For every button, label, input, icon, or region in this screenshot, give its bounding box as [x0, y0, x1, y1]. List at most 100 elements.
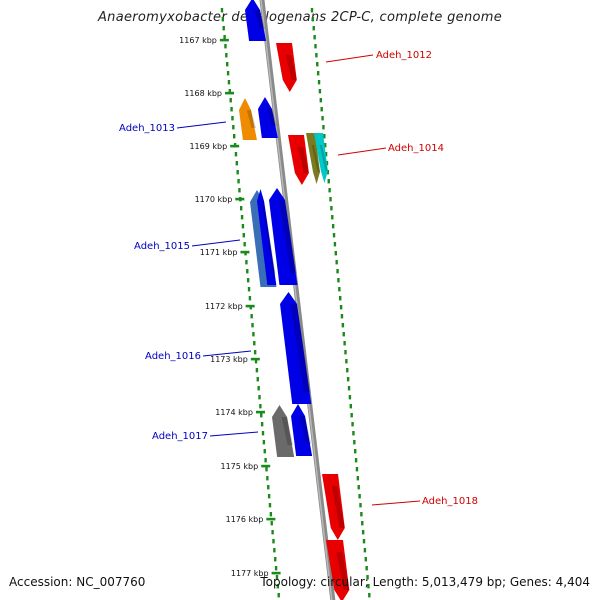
guide-dot-inner: [236, 170, 239, 175]
guide-dot-outer: [349, 404, 352, 409]
guide-dot-inner: [266, 476, 269, 481]
gene-label[interactable]: Adeh_1017: [152, 431, 208, 442]
scale-tick-label: 1177 kbp: [231, 569, 269, 578]
gene-feature[interactable]: [257, 189, 277, 285]
gene-feature[interactable]: [326, 540, 350, 600]
gene-feature[interactable]: [291, 404, 313, 456]
gene-feature[interactable]: [314, 133, 328, 183]
guide-dot-outer: [342, 332, 345, 337]
guide-dot-outer: [352, 431, 355, 436]
guide-dot-outer: [312, 26, 315, 31]
scale-tick: [245, 304, 255, 308]
guide-dot-outer: [330, 206, 333, 211]
guide-dot-inner: [224, 44, 227, 49]
scale-tick-label: 1167 kbp: [179, 36, 217, 45]
guide-dot-inner: [257, 386, 260, 391]
guide-dot-outer: [362, 539, 366, 544]
guide-dot-outer: [321, 116, 324, 121]
gene-feature[interactable]: [258, 97, 278, 138]
gene-feature[interactable]: [276, 43, 297, 92]
gene-label[interactable]: Adeh_1016: [145, 351, 201, 362]
guide-dot-outer: [353, 440, 356, 445]
gene-label[interactable]: Adeh_1013: [119, 123, 175, 134]
scale-tick: [240, 250, 250, 254]
gene-feature[interactable]: [269, 188, 298, 285]
guide-dot-outer: [331, 224, 335, 229]
guide-dot-inner: [267, 494, 271, 499]
guide-dot-inner: [253, 341, 256, 346]
guide-dot-outer: [323, 134, 326, 139]
guide-dot-outer: [344, 350, 347, 355]
guide-dot-outer: [361, 530, 365, 535]
guide-dot-inner: [246, 278, 250, 283]
guide-dot-inner: [268, 503, 272, 508]
scale-tick-label: 1168 kbp: [184, 89, 222, 98]
guide-dot-outer: [332, 233, 336, 238]
gene-label-leader: [191, 239, 241, 247]
guide-dot-inner: [254, 359, 258, 364]
backbone-highlight: [260, 0, 333, 600]
scale-tick-label: 1173 kbp: [210, 355, 248, 364]
guide-dot-inner: [246, 269, 249, 274]
guide-dot-outer: [327, 179, 330, 184]
map-title: Anaeromyxobacter dehalogenans 2CP-C, com…: [97, 10, 503, 25]
gene-label-leader: [209, 431, 259, 437]
gene-label[interactable]: Adeh_1012: [376, 50, 432, 61]
gene-feature[interactable]: [322, 474, 345, 540]
guide-dot-inner: [221, 17, 225, 22]
gene-label[interactable]: Adeh_1014: [388, 143, 444, 154]
gene-feature[interactable]: [272, 405, 295, 457]
scale-ticks: 1167 kbp 1168 kbp 1169 kbp 1170 kbp 1171 kbp…: [179, 36, 281, 578]
guide-dot-outer: [338, 287, 341, 292]
guide-dot-outer: [337, 278, 340, 283]
guide-dot-outer: [340, 314, 344, 319]
guide-dot-outer: [320, 107, 323, 112]
guide-dot-inner: [259, 404, 262, 409]
guide-dot-outer: [324, 152, 328, 157]
guide-dot-inner: [265, 467, 268, 472]
guide-dot-inner: [248, 296, 252, 301]
guide-dot-outer: [329, 197, 332, 202]
guide-dot-inner: [271, 530, 274, 535]
guide-dot-outer: [351, 422, 354, 427]
guide-dot-inner: [242, 233, 246, 238]
gene-feature[interactable]: [239, 98, 257, 140]
gene-feature[interactable]: [280, 292, 312, 404]
guide-dot-inner: [234, 152, 238, 157]
guide-dot-inner: [267, 485, 270, 490]
guide-dot-inner: [273, 548, 276, 553]
guide-dot-outer: [346, 377, 350, 382]
guide-dot-outer: [311, 17, 315, 22]
gene-track: [239, 0, 350, 600]
guide-dot-outer: [322, 125, 325, 130]
scale-tick: [225, 91, 235, 95]
scale-tick: [250, 357, 260, 361]
guide-dot-inner: [243, 242, 246, 247]
scale-tick: [271, 571, 281, 575]
guide-dot-inner: [275, 575, 279, 580]
guide-dot-outer: [333, 242, 337, 247]
scale-tick: [235, 197, 245, 201]
guide-dot-outer: [355, 467, 359, 472]
gene-feature[interactable]: [288, 135, 309, 185]
gene-feature[interactable]: [245, 0, 267, 41]
guide-dot-inner: [252, 332, 255, 337]
gene-label-leader: [176, 121, 227, 129]
gene-label[interactable]: Adeh_1015: [134, 241, 190, 252]
guide-dot-outer: [368, 593, 371, 598]
guide-dot-outer: [317, 80, 321, 85]
guide-dot-inner: [223, 35, 226, 40]
guide-dot-inner: [258, 395, 261, 400]
guide-dot-outer: [339, 305, 343, 310]
scale-tick-label: 1172 kbp: [205, 302, 243, 311]
scale-tick-label: 1171 kbp: [200, 248, 238, 257]
guide-dot-outer: [336, 269, 339, 274]
guide-dot-inner: [262, 440, 266, 445]
gene-label[interactable]: Adeh_1018: [422, 496, 478, 507]
guide-dot-inner: [241, 224, 245, 229]
gene-labels: Adeh_1012 Adeh_1013 Adeh_1014 Adeh_1015 Adeh…: [119, 50, 478, 507]
guide-dot-outer: [346, 368, 349, 373]
guide-dot-inner: [260, 413, 263, 418]
guide-dot-outer: [354, 458, 358, 463]
guide-dot-inner: [227, 80, 231, 85]
